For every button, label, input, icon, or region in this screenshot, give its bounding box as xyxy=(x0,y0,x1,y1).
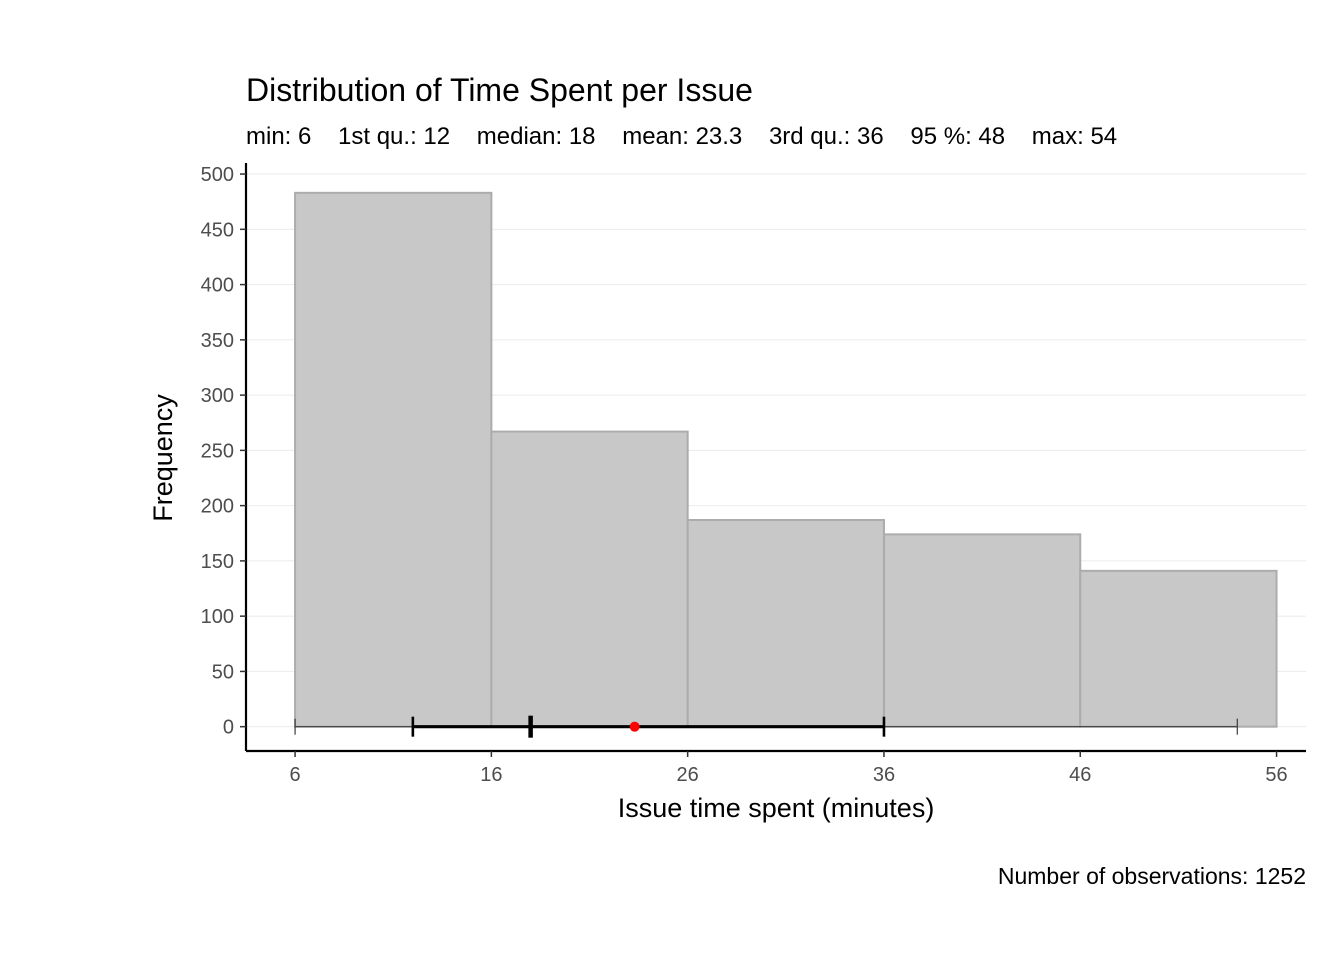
histogram-bars xyxy=(294,191,1278,728)
boxplot-mean-point xyxy=(629,721,640,732)
y-tick-label-250: 250 xyxy=(201,440,234,462)
y-tick-label-100: 100 xyxy=(201,606,234,628)
y-tick-label-150: 150 xyxy=(201,551,234,573)
x-tick-label-6: 6 xyxy=(290,764,301,786)
x-tick-label-16: 16 xyxy=(480,764,502,786)
y-axis-title: Frequency xyxy=(148,394,178,522)
y-tick-label-400: 400 xyxy=(201,275,234,297)
axes: 0 50 100 150 200 250 300 350 400 450 500 6 16 26 36 46 5… xyxy=(201,163,1306,786)
x-tick-label-46: 46 xyxy=(1069,764,1091,786)
chart-title: Distribution of Time Spent per Issue xyxy=(246,72,753,108)
histogram-bar-2 xyxy=(490,430,689,728)
histogram-bar-1 xyxy=(294,191,493,728)
y-tick-label-500: 500 xyxy=(201,164,234,186)
x-tick-label-56: 56 xyxy=(1265,764,1287,786)
histogram-bar-5 xyxy=(1079,569,1278,728)
histogram-bar-3 xyxy=(686,519,885,728)
histogram-bar-4 xyxy=(882,533,1082,728)
observation-count-caption: Number of observations: 1252 xyxy=(998,863,1306,889)
y-tick-label-0: 0 xyxy=(223,717,234,739)
boxplot-summary xyxy=(294,715,1238,738)
y-tick-label-200: 200 xyxy=(201,496,234,518)
x-tick-label-26: 26 xyxy=(677,764,699,786)
y-tick-label-50: 50 xyxy=(212,661,234,683)
x-axis-title: Issue time spent (minutes) xyxy=(618,793,935,823)
y-tick-label-300: 300 xyxy=(201,385,234,407)
x-tick-label-36: 36 xyxy=(873,764,895,786)
summary-statistics: min: 6 1st qu.: 12 median: 18 mean: 23.3… xyxy=(246,123,1117,150)
y-tick-label-350: 350 xyxy=(201,330,234,352)
y-tick-label-450: 450 xyxy=(201,219,234,241)
